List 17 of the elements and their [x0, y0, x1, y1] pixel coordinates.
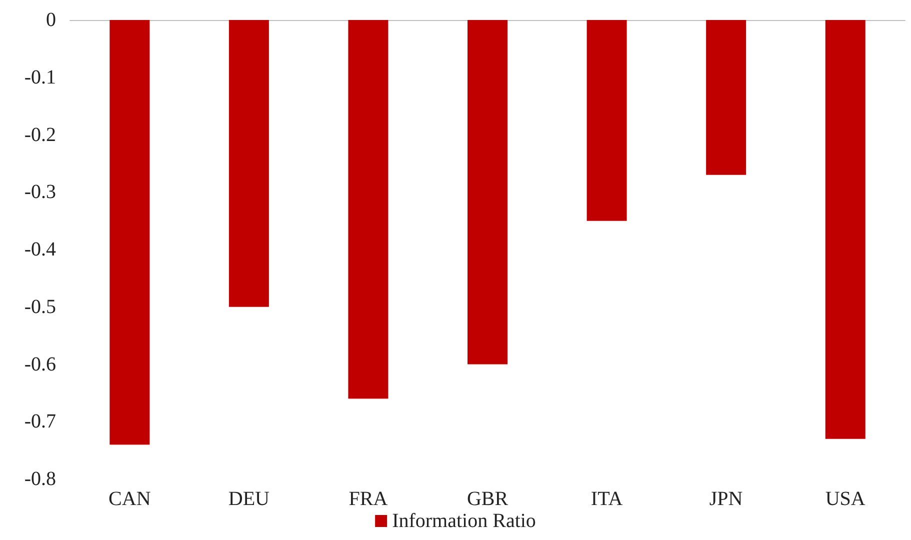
y-tick-label: -0.7 — [24, 410, 56, 433]
y-tick-label: -0.1 — [24, 66, 56, 88]
legend-label: Information Ratio — [392, 510, 536, 532]
y-tick-label: -0.3 — [24, 181, 56, 204]
y-tick-label: -0.4 — [24, 238, 56, 260]
x-tick-label: JPN — [709, 488, 743, 510]
y-tick-label: -0.6 — [24, 353, 56, 376]
x-tick-label: ITA — [590, 488, 624, 510]
y-tick-label: -0.5 — [24, 296, 56, 318]
y-tick-label: 0 — [46, 9, 56, 31]
x-tick-label: GBR — [466, 488, 509, 510]
x-tick-label: DEU — [228, 488, 270, 510]
x-tick-label: USA — [825, 488, 866, 510]
y-tick-label: -0.2 — [24, 124, 56, 146]
x-tick-label: CAN — [108, 488, 151, 510]
y-tick-label: -0.8 — [24, 468, 56, 490]
x-tick-label: FRA — [348, 488, 388, 510]
